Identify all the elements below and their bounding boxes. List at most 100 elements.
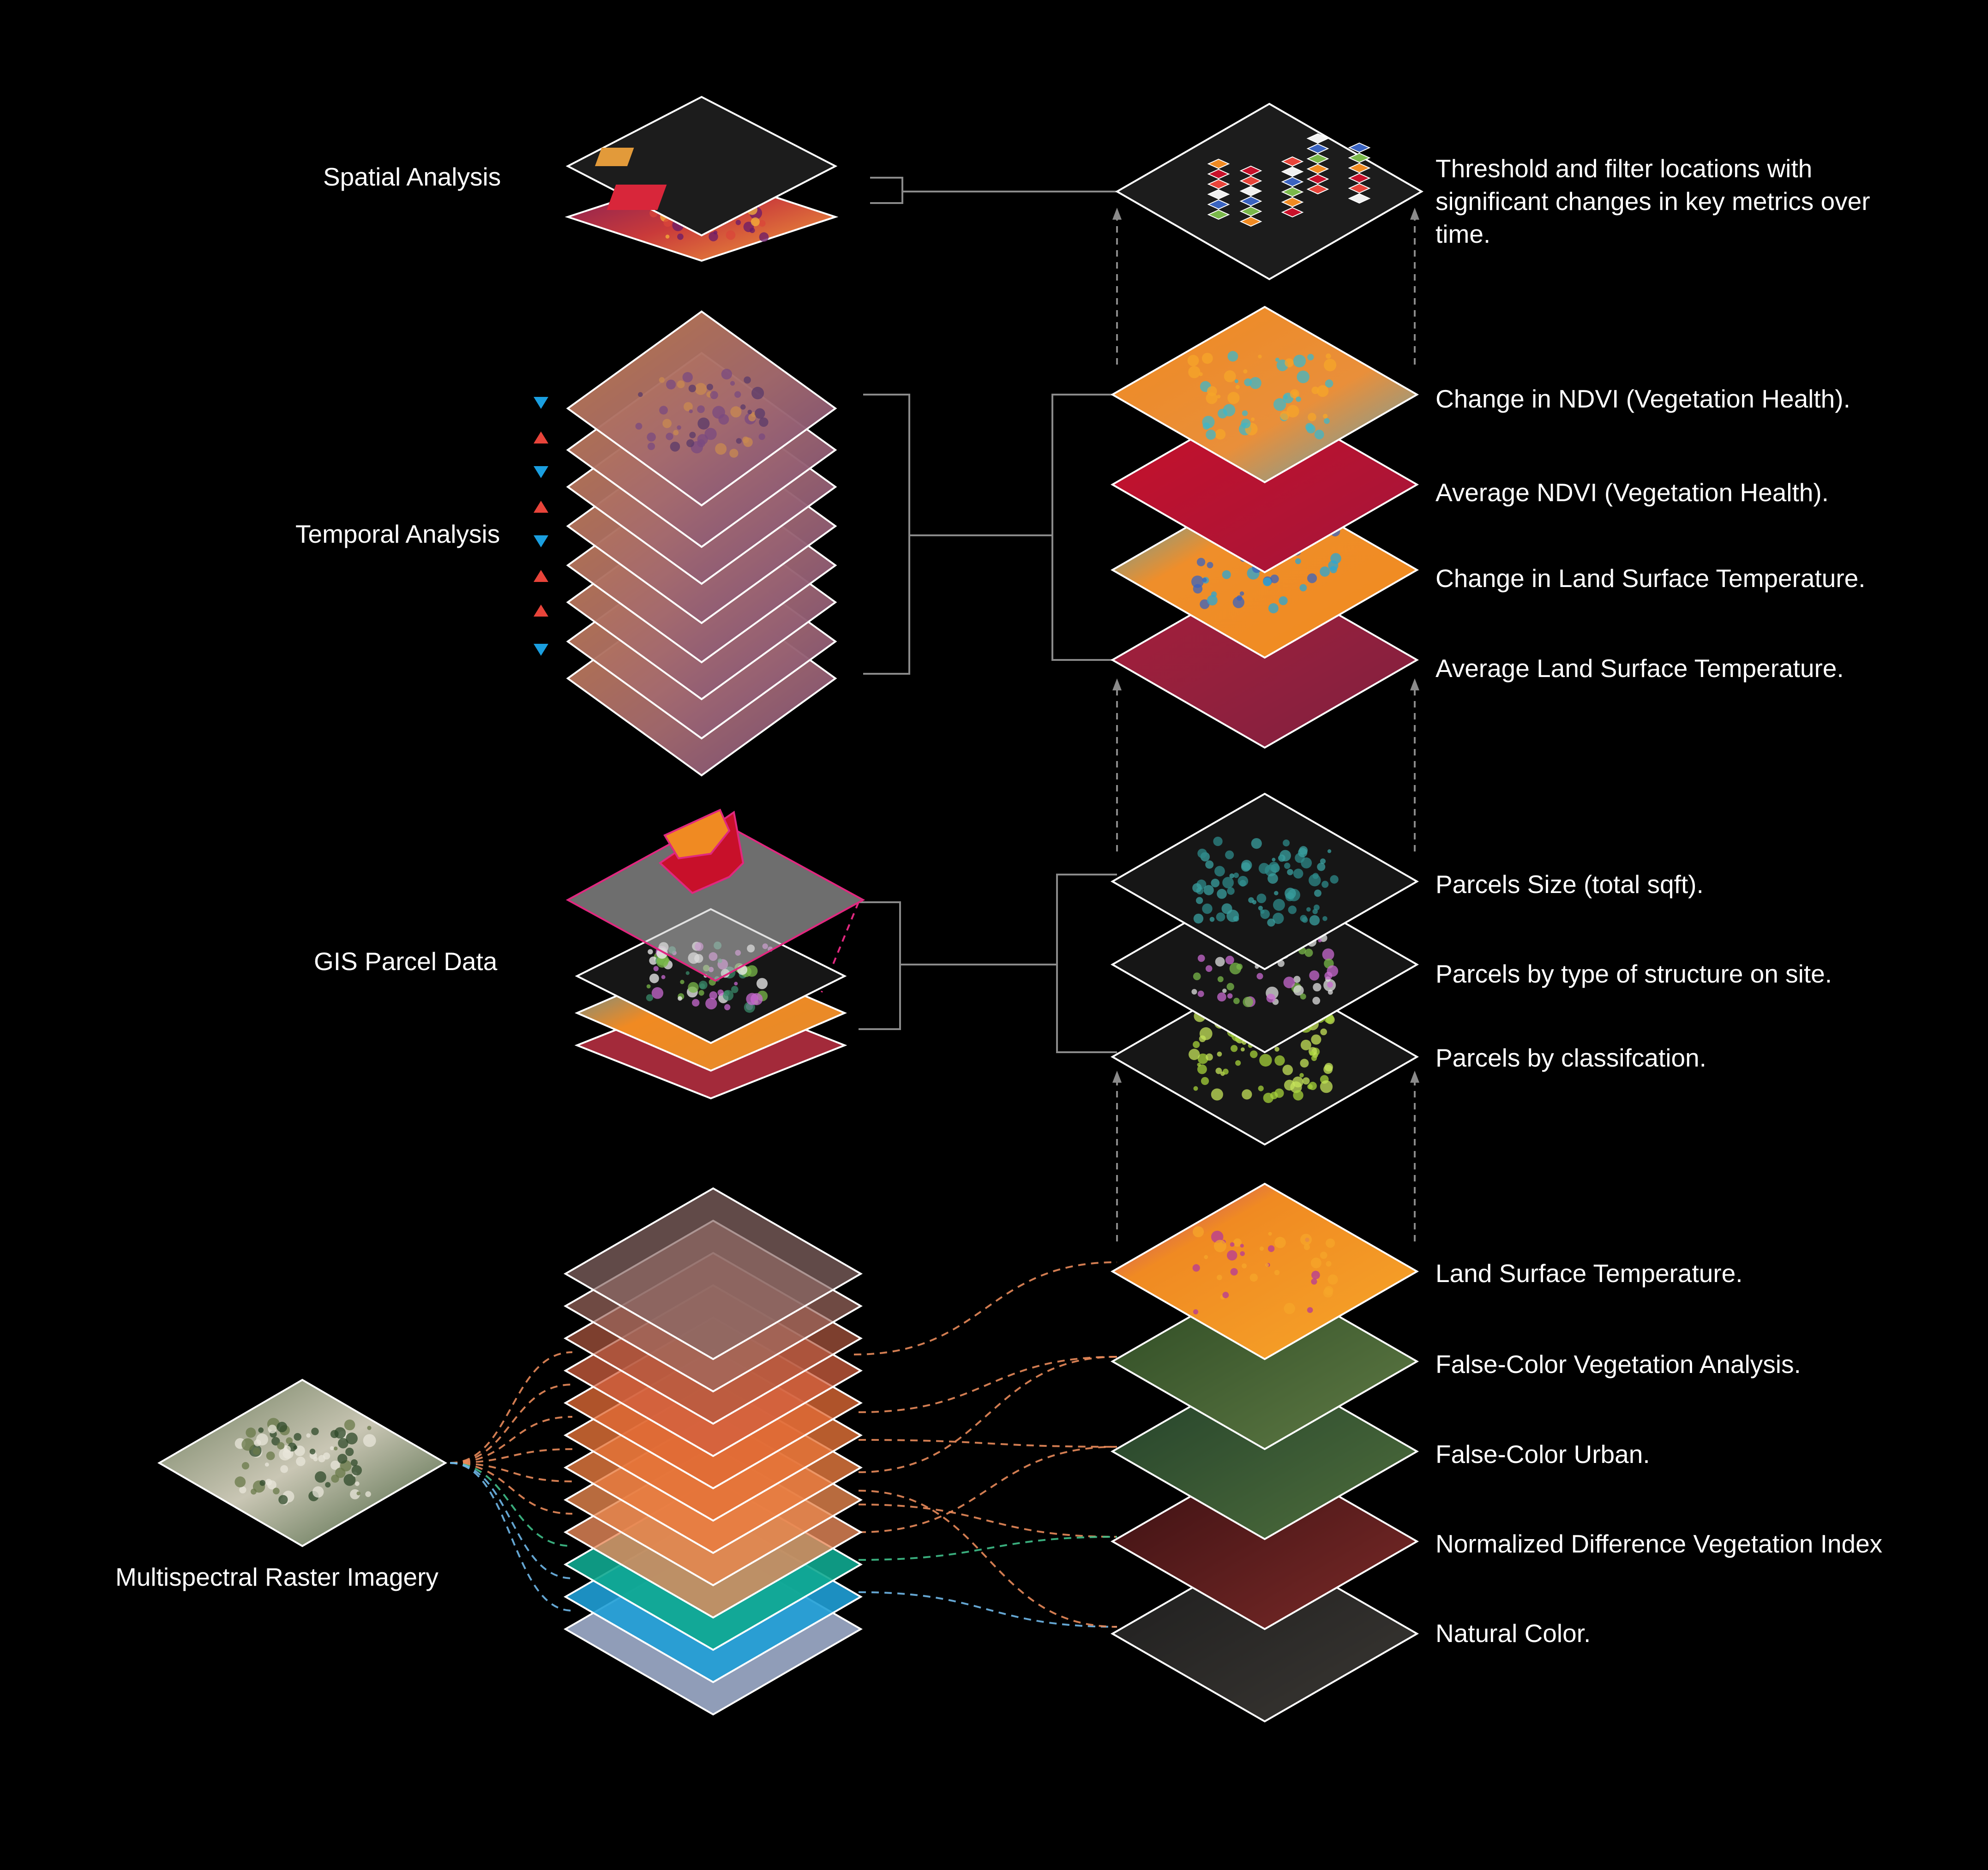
hotspot-spatial-2: [595, 148, 634, 166]
threshold-stack-1-2: [1239, 186, 1262, 197]
bracket-spatial: [870, 177, 903, 204]
threshold-stack-3-4: [1306, 174, 1329, 185]
plane-lst: [1110, 1182, 1419, 1361]
threshold-stack-4-1: [1348, 152, 1371, 163]
label-temporal-analysis: Temporal Analysis: [295, 520, 500, 548]
plane-ndvi-change: [1110, 306, 1419, 484]
threshold-stack-2-2: [1281, 176, 1304, 187]
plane-parcel-size: [1110, 792, 1419, 971]
curve-band-product-8: [858, 1490, 1117, 1628]
threshold-stack-2-4: [1281, 197, 1304, 208]
marker-up-5: [534, 570, 548, 582]
label-parcel-size: Parcels Size (total sqft).: [1435, 870, 1704, 899]
threshold-stack-1-4: [1239, 206, 1262, 217]
threshold-stack-3-0: [1306, 133, 1329, 144]
curve-raster-band-0: [450, 1351, 573, 1464]
bracket-gis-right: [1056, 874, 1117, 1053]
arrow-head-3: [1410, 678, 1419, 690]
threshold-stack-4-5: [1348, 193, 1371, 204]
threshold-stack-0-1: [1207, 168, 1230, 180]
threshold-stack-0-5: [1207, 209, 1230, 220]
threshold-stack-0-4: [1207, 199, 1230, 210]
marker-down-4: [534, 535, 548, 547]
threshold-stack-2-0: [1281, 156, 1304, 167]
threshold-stack-1-0: [1239, 165, 1262, 176]
threshold-stack-4-2: [1348, 162, 1371, 174]
plane-false-color-vegetation: [1110, 1272, 1419, 1450]
threshold-stack-3-2: [1306, 153, 1329, 164]
plane-gis-grid: [565, 818, 865, 982]
arrow-head-4: [1112, 208, 1122, 220]
curve-band-product-0: [853, 1261, 1117, 1355]
texture-ndvi-change: [1187, 351, 1337, 440]
bracket-temporal: [863, 394, 910, 675]
plane-lst-average: [1110, 571, 1419, 749]
label-parcel-structure: Parcels by type of structure on site.: [1435, 959, 1832, 988]
marker-down-7: [534, 644, 548, 656]
label-threshold-filter: Threshold and filter locations with sign…: [1435, 154, 1870, 248]
label-multispectral-raster-imagery: Multispectral Raster Imagery: [115, 1563, 438, 1591]
arrow-head-1: [1410, 1071, 1419, 1083]
texture-parcel-size: [1192, 836, 1339, 927]
curve-raster-band-5: [450, 1462, 573, 1515]
arrow-head-5: [1410, 208, 1419, 220]
threshold-stack-2-1: [1281, 166, 1304, 177]
curve-raster-band-6: [450, 1462, 573, 1547]
threshold-stack-4-4: [1348, 183, 1371, 194]
threshold-stack-2-3: [1281, 186, 1304, 198]
marker-up-6: [534, 605, 548, 617]
threshold-stack-0-0: [1207, 158, 1230, 169]
threshold-stack-0-2: [1207, 179, 1230, 190]
plane-ndvi-average: [1110, 396, 1419, 574]
plane-band-11: [564, 1187, 863, 1361]
label-ndvi-index: Normalized Difference Vegetation Index: [1435, 1529, 1883, 1558]
curve-band-product-6: [858, 1536, 1117, 1561]
label-lst-change: Change in Land Surface Temperature.: [1435, 564, 1866, 593]
plane-threshold: [1115, 102, 1424, 281]
bracket-temporal-right: [1051, 394, 1117, 661]
arrow-head-2: [1112, 678, 1122, 690]
threshold-stack-3-5: [1306, 184, 1329, 195]
marker-down-0: [534, 397, 548, 409]
marker-down-2: [534, 466, 548, 478]
threshold-stack-2-5: [1281, 207, 1304, 218]
bracket-gis: [859, 901, 901, 1030]
temporal-trend-markers: [534, 397, 548, 656]
connector-lines: [450, 177, 1419, 1628]
layer-planes: [157, 96, 1424, 1723]
curve-raster-band-1: [450, 1384, 573, 1464]
marker-up-3: [534, 501, 548, 513]
curve-raster-band-2: [450, 1416, 573, 1464]
label-spatial-analysis: Spatial Analysis: [323, 162, 501, 191]
curve-band-product-3: [858, 1356, 1117, 1473]
plane-natural-color: [1110, 1545, 1419, 1723]
curve-band-product-5: [858, 1446, 1117, 1533]
label-lst-average: Average Land Surface Temperature.: [1435, 654, 1844, 683]
label-land-surface-temperature: Land Surface Temperature.: [1435, 1259, 1743, 1288]
curve-raster-band-8: [450, 1462, 573, 1612]
label-false-color-urban: False-Color Urban.: [1435, 1440, 1650, 1468]
curve-band-product-2: [858, 1439, 1117, 1448]
arrow-head-0: [1112, 1071, 1122, 1083]
label-false-color-vegetation: False-Color Vegetation Analysis.: [1435, 1350, 1801, 1379]
plane-ndvi-index: [1110, 1452, 1419, 1630]
threshold-stack-1-1: [1239, 175, 1262, 186]
plane-false-color-urban: [1110, 1362, 1419, 1540]
texture-raster: [234, 1418, 376, 1505]
curve-band-product-1: [858, 1356, 1117, 1413]
texture-lst: [1192, 1226, 1338, 1315]
threshold-stack-1-5: [1239, 216, 1262, 227]
parcel-shape-orange: [663, 809, 731, 860]
threshold-stack-3-3: [1306, 163, 1329, 174]
parcel-dash: [821, 902, 859, 993]
label-parcel-classification: Parcels by classifcation.: [1435, 1043, 1706, 1072]
label-ndvi-change: Change in NDVI (Vegetation Health).: [1435, 384, 1850, 413]
curve-band-product-7: [858, 1591, 1117, 1628]
hotspot-spatial: [607, 185, 667, 210]
curve-band-product-4: [858, 1504, 1117, 1538]
texture-temporal-top: [635, 368, 769, 458]
threshold-stack-3-1: [1306, 143, 1329, 154]
threshold-stack-4-3: [1348, 173, 1371, 184]
